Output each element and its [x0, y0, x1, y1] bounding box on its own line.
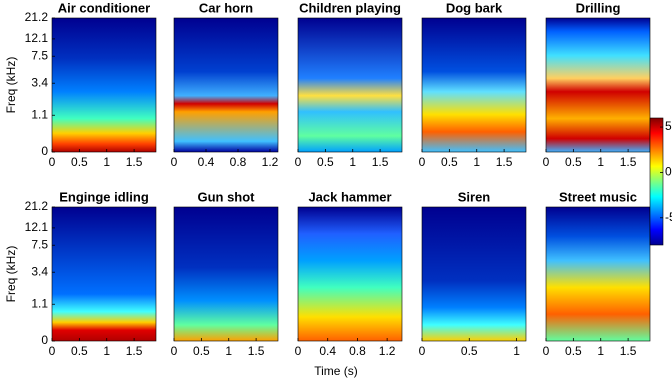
axes-frame [51, 17, 157, 153]
x-tick-label: 1.5 [620, 344, 637, 358]
x-tick-label: 0.5 [461, 344, 478, 358]
x-tick-label: 0.4 [198, 155, 215, 169]
axes-frame [173, 17, 279, 153]
x-tick-label: 0.5 [565, 344, 582, 358]
panel-title: Enginge idling [59, 189, 149, 204]
x-tick-label: 0 [419, 344, 426, 358]
axes-frame [421, 206, 527, 342]
x-tick-label: 1.5 [248, 344, 265, 358]
spectrogram-image [174, 18, 278, 152]
x-tick-label: 1.2 [262, 155, 279, 169]
colorbar-tick-label: 0 [665, 165, 672, 179]
panel-title: Street music [559, 189, 637, 204]
panel-title: Jack hammer [308, 189, 391, 204]
x-tick-label: 0.8 [349, 344, 366, 358]
spectrogram-image [298, 207, 402, 341]
spectrogram-image [546, 18, 650, 152]
y-tick-label: 7.5 [31, 48, 48, 62]
panel-title: Air conditioner [58, 0, 150, 15]
panel-title: Siren [458, 189, 491, 204]
y-tick-label: 1.1 [31, 107, 48, 121]
panel-title: Children playing [299, 0, 401, 15]
x-tick-label: 0 [543, 344, 550, 358]
y-tick-label: 21.2 [25, 10, 49, 24]
x-tick-label: 1 [225, 344, 232, 358]
x-tick-label: 0.5 [71, 155, 88, 169]
axes-frame [51, 206, 157, 342]
x-tick-label: 0.5 [71, 344, 88, 358]
axes-frame [297, 206, 403, 342]
x-tick-label: 0 [295, 155, 302, 169]
panel-title: Dog bark [446, 0, 503, 15]
y-tick-label: 3.4 [31, 264, 48, 278]
x-tick-label: 0 [49, 155, 56, 169]
panel-title: Drilling [576, 0, 621, 15]
axes-frame [421, 17, 527, 153]
x-tick-label: 0 [295, 344, 302, 358]
y-axis-label: Freq (kHz) [4, 246, 18, 303]
y-tick-label: 12.1 [25, 31, 49, 45]
axes-frame [297, 17, 403, 153]
axes-frame [545, 17, 651, 153]
y-tick-label: 21.2 [25, 199, 49, 213]
x-tick-label: 1 [103, 344, 110, 358]
spectrogram-image [298, 18, 402, 152]
x-tick-label: 0 [543, 155, 550, 169]
panel-title: Gun shot [197, 189, 255, 204]
y-axis-label: Freq (kHz) [4, 57, 18, 114]
x-tick-label: 1 [597, 155, 604, 169]
x-tick-label: 0 [171, 155, 178, 169]
colorbar-tick-label: -5 [665, 210, 672, 224]
spectrogram-image [174, 207, 278, 341]
spectrogram-image [52, 18, 156, 152]
x-tick-label: 0.5 [565, 155, 582, 169]
x-tick-label: 0.5 [193, 344, 210, 358]
x-tick-label: 1.5 [496, 155, 513, 169]
y-tick-label: 3.4 [31, 75, 48, 89]
y-tick-label: 12.1 [25, 220, 49, 234]
x-tick-label: 1.5 [126, 344, 143, 358]
y-tick-label: 7.5 [31, 237, 48, 251]
x-tick-label: 0 [49, 344, 56, 358]
x-tick-label: 1.2 [379, 344, 396, 358]
x-tick-label: 1.5 [372, 155, 389, 169]
colorbar-tick-label: 5 [665, 119, 672, 133]
x-tick-label: 1 [349, 155, 356, 169]
x-tick-label: 1 [103, 155, 110, 169]
y-tick-label: 0 [41, 333, 48, 347]
y-tick-label: 0 [41, 144, 48, 158]
x-tick-label: 0.4 [319, 344, 336, 358]
x-tick-label: 1 [473, 155, 480, 169]
x-tick-label: 0.5 [317, 155, 334, 169]
x-tick-label: 1.5 [620, 155, 637, 169]
x-tick-label: 1.5 [126, 155, 143, 169]
x-tick-label: 0 [419, 155, 426, 169]
x-tick-label: 1 [513, 344, 520, 358]
x-tick-label: 0.5 [441, 155, 458, 169]
x-axis-label: Time (s) [314, 364, 358, 378]
x-tick-label: 0 [171, 344, 178, 358]
x-tick-label: 1 [597, 344, 604, 358]
spectrogram-image [52, 207, 156, 341]
colorbar [649, 117, 664, 246]
spectrogram-image [422, 18, 526, 152]
x-tick-label: 0.8 [230, 155, 247, 169]
spectrogram-image [422, 207, 526, 341]
axes-frame [173, 206, 279, 342]
y-tick-label: 1.1 [31, 296, 48, 310]
axes-frame [545, 206, 651, 342]
spectrogram-image [546, 207, 650, 341]
panel-title: Car horn [199, 0, 253, 15]
